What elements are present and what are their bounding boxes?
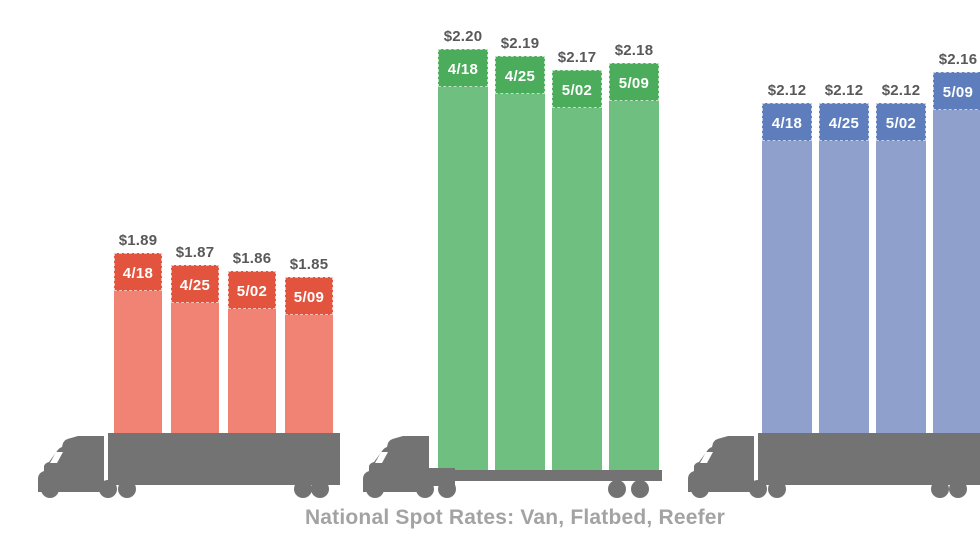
bar-cap: 4/25 <box>819 103 869 141</box>
bar-value-label: $2.12 <box>767 82 807 99</box>
bar-date-label: 5/02 <box>885 114 917 132</box>
bar-cap: 5/09 <box>933 72 980 110</box>
bar-value-label: $2.19 <box>500 35 540 52</box>
bar-value-label: $2.17 <box>557 49 597 66</box>
van-truck-icon <box>38 433 340 498</box>
bar-value-label: $1.89 <box>118 232 158 249</box>
bar-cap: 5/02 <box>552 70 602 108</box>
bar-cap: 5/09 <box>609 63 659 101</box>
bar-van-5-09: $1.85 5/09 <box>285 256 333 434</box>
bar-date-label: 5/02 <box>561 81 593 99</box>
bar-value-label: $2.20 <box>443 28 483 45</box>
bar-value-label: $2.16 <box>938 51 978 68</box>
bar-date-label: 5/09 <box>618 74 650 92</box>
bar-value-label: $1.85 <box>289 256 329 273</box>
bar-value-label: $2.12 <box>881 82 921 99</box>
bar-cap: 4/18 <box>762 103 812 141</box>
bar-date-label: 4/25 <box>179 276 211 294</box>
bar-cap: 5/02 <box>876 103 926 141</box>
flatbed-truck-icon <box>363 436 662 498</box>
bar-flatbed-4-18: $2.20 4/18 <box>438 28 488 471</box>
bar-cap: 4/25 <box>495 56 545 94</box>
bar-date-label: 4/18 <box>447 60 479 78</box>
bar-reefer-5-09: $2.16 5/09 <box>933 51 980 434</box>
bar-van-4-25: $1.87 4/25 <box>171 244 219 434</box>
bar-date-label: 4/25 <box>504 67 536 85</box>
reefer-truck-icon <box>688 433 980 498</box>
bar-date-label: 4/25 <box>828 114 860 132</box>
bar-cap: 4/18 <box>114 253 162 291</box>
bar-reefer-5-02: $2.12 5/02 <box>876 82 926 434</box>
bar-cap: 5/02 <box>228 271 276 309</box>
bar-reefer-4-25: $2.12 4/25 <box>819 82 869 434</box>
bar-date-label: 5/09 <box>942 83 974 101</box>
bar-flatbed-5-09: $2.18 5/09 <box>609 42 659 471</box>
bar-value-label: $2.18 <box>614 42 654 59</box>
chart-title: National Spot Rates: Van, Flatbed, Reefe… <box>304 506 726 529</box>
bar-value-label: $1.87 <box>175 244 215 261</box>
bar-value-label: $1.86 <box>232 250 272 267</box>
bar-value-label: $2.12 <box>824 82 864 99</box>
bar-date-label: 4/18 <box>122 264 154 282</box>
bar-van-4-18: $1.89 4/18 <box>114 232 162 434</box>
bar-cap: 5/09 <box>285 277 333 315</box>
bar-flatbed-4-25: $2.19 4/25 <box>495 35 545 471</box>
bar-flatbed-5-02: $2.17 5/02 <box>552 49 602 471</box>
bar-cap: 4/18 <box>438 49 488 87</box>
bar-date-label: 5/09 <box>293 288 325 306</box>
bar-cap: 4/25 <box>171 265 219 303</box>
bar-reefer-4-18: $2.12 4/18 <box>762 82 812 434</box>
bar-date-label: 4/18 <box>771 114 803 132</box>
bar-van-5-02: $1.86 5/02 <box>228 250 276 434</box>
bar-date-label: 5/02 <box>236 282 268 300</box>
